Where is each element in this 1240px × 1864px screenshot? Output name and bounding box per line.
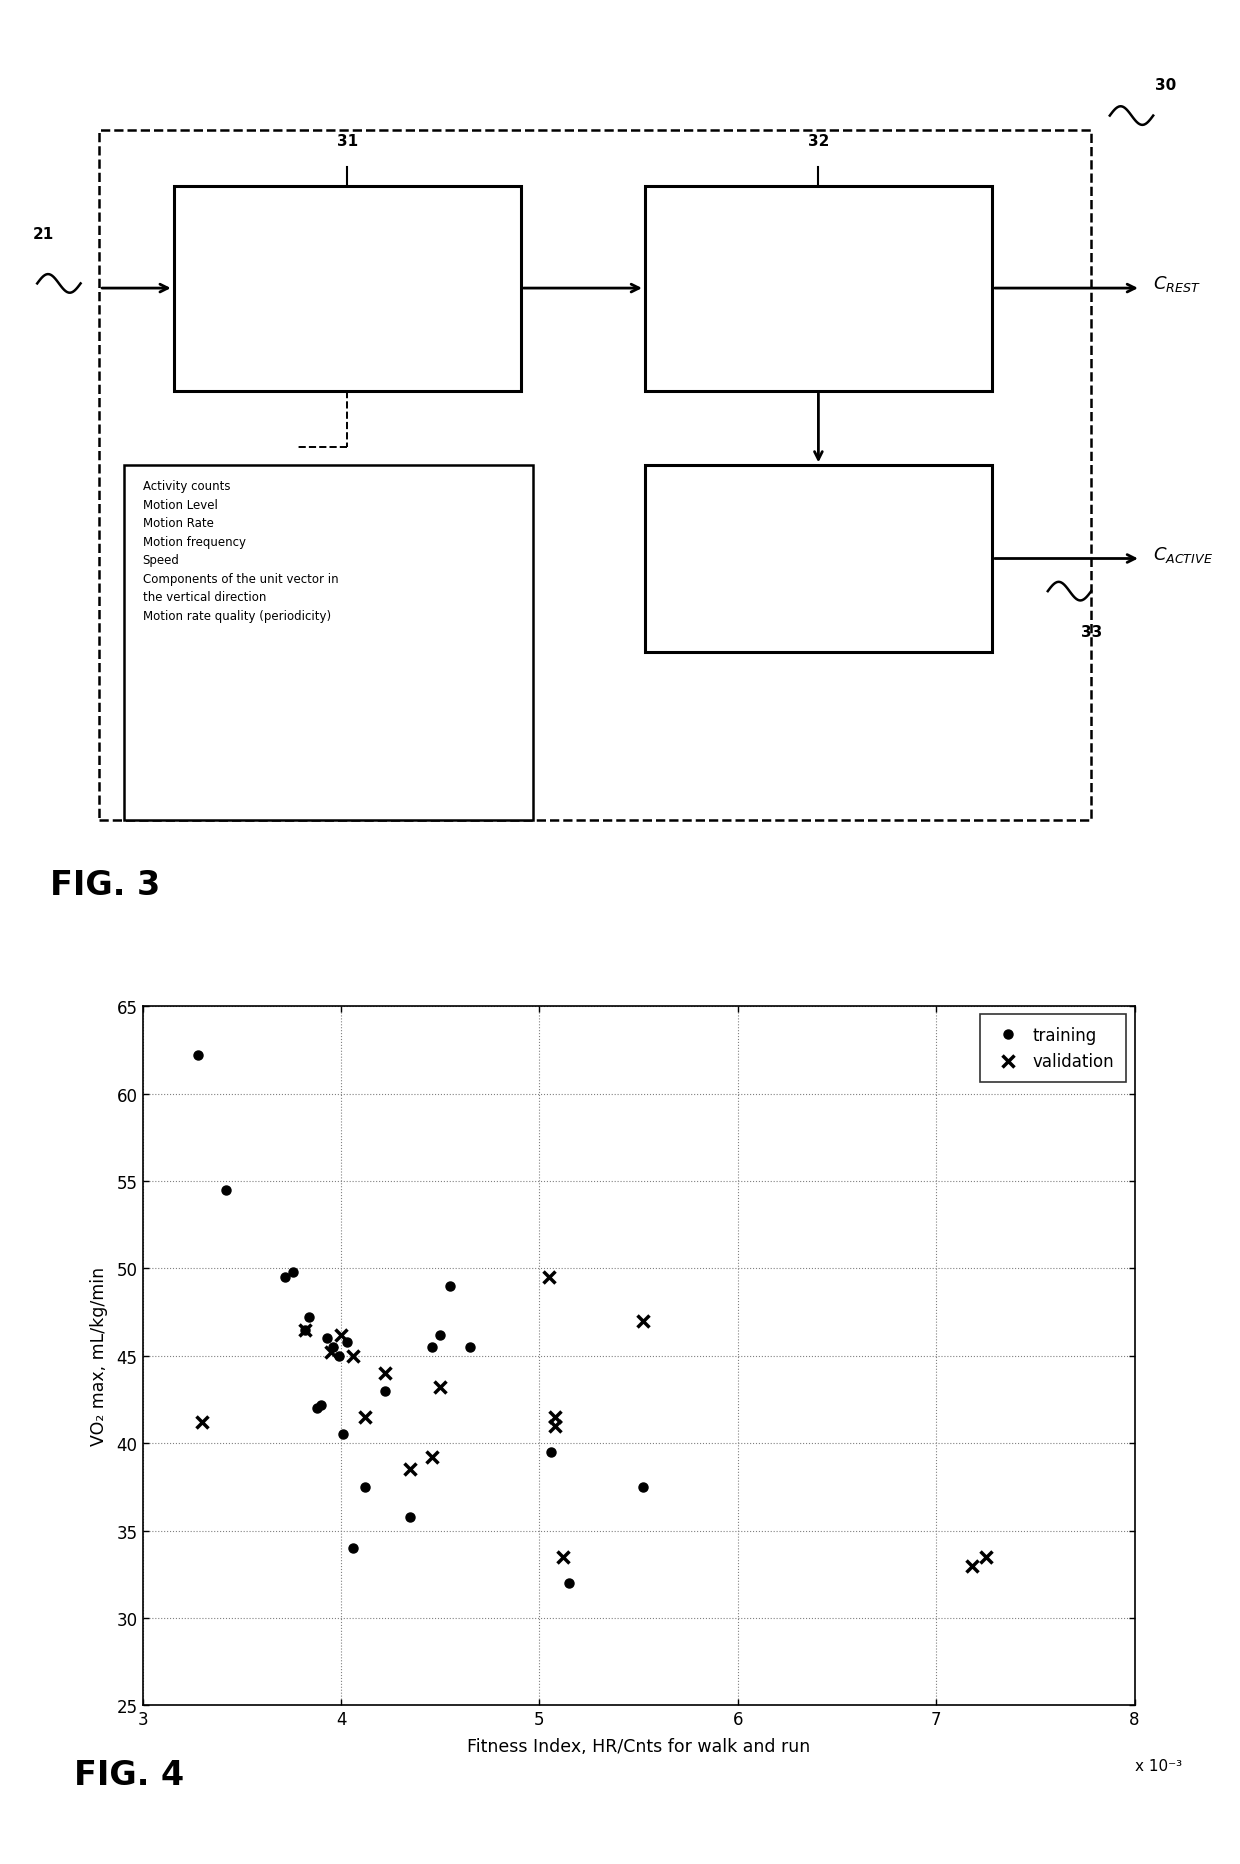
training bbox=[326, 1336, 341, 1359]
training bbox=[320, 1327, 335, 1350]
Bar bbox=[99, 130, 1091, 820]
Y-axis label: VO₂ max, mL/kg/min: VO₂ max, mL/kg/min bbox=[91, 1266, 108, 1446]
validation bbox=[324, 1342, 339, 1364]
Legend: training, validation: training, validation bbox=[980, 1014, 1126, 1083]
Text: 32: 32 bbox=[807, 134, 830, 149]
validation bbox=[965, 1555, 980, 1577]
validation bbox=[978, 1545, 993, 1568]
Bar bbox=[174, 186, 521, 391]
Text: FIG. 3: FIG. 3 bbox=[50, 869, 160, 902]
training bbox=[425, 1336, 440, 1359]
Bar bbox=[124, 466, 533, 820]
training bbox=[635, 1476, 650, 1499]
training bbox=[433, 1323, 448, 1346]
training bbox=[544, 1441, 559, 1463]
training bbox=[278, 1266, 293, 1288]
Text: FIG. 4: FIG. 4 bbox=[74, 1758, 185, 1791]
validation bbox=[195, 1411, 210, 1433]
Text: $C_{ACTIVE}$: $C_{ACTIVE}$ bbox=[1153, 544, 1213, 565]
training bbox=[286, 1260, 301, 1282]
validation bbox=[433, 1376, 448, 1398]
Text: Activity counts
Motion Level
Motion Rate
Motion frequency
Speed
Components of th: Activity counts Motion Level Motion Rate… bbox=[143, 481, 339, 623]
training bbox=[346, 1538, 361, 1560]
validation bbox=[542, 1266, 557, 1288]
training bbox=[191, 1044, 206, 1066]
training bbox=[331, 1346, 346, 1368]
training bbox=[314, 1394, 329, 1417]
validation bbox=[403, 1458, 418, 1480]
Text: 30: 30 bbox=[1154, 78, 1177, 93]
Bar bbox=[645, 466, 992, 652]
training bbox=[298, 1318, 312, 1340]
Line: validation: validation bbox=[196, 1271, 992, 1571]
validation bbox=[377, 1363, 392, 1385]
validation bbox=[548, 1405, 563, 1428]
training bbox=[403, 1506, 418, 1528]
validation bbox=[298, 1318, 312, 1340]
training bbox=[336, 1424, 351, 1446]
training bbox=[310, 1398, 325, 1420]
Text: 21: 21 bbox=[32, 227, 55, 242]
Text: 31: 31 bbox=[336, 134, 358, 149]
training bbox=[301, 1307, 316, 1329]
validation bbox=[635, 1310, 650, 1333]
validation bbox=[334, 1323, 348, 1346]
validation bbox=[425, 1446, 440, 1469]
training bbox=[218, 1178, 233, 1200]
training bbox=[562, 1571, 577, 1594]
Text: 33: 33 bbox=[1080, 624, 1102, 639]
Text: x 10⁻³: x 10⁻³ bbox=[1135, 1758, 1182, 1773]
validation bbox=[556, 1545, 570, 1568]
Bar bbox=[645, 186, 992, 391]
training bbox=[377, 1379, 392, 1402]
Text: $C_{REST}$: $C_{REST}$ bbox=[1153, 274, 1202, 295]
training bbox=[463, 1336, 477, 1359]
training bbox=[340, 1331, 355, 1353]
training bbox=[357, 1476, 372, 1499]
Line: training: training bbox=[193, 1051, 647, 1588]
training bbox=[443, 1275, 458, 1297]
validation bbox=[357, 1405, 372, 1428]
validation bbox=[548, 1415, 563, 1437]
X-axis label: Fitness Index, HR/Cnts for walk and run: Fitness Index, HR/Cnts for walk and run bbox=[467, 1737, 810, 1754]
validation bbox=[346, 1346, 361, 1368]
